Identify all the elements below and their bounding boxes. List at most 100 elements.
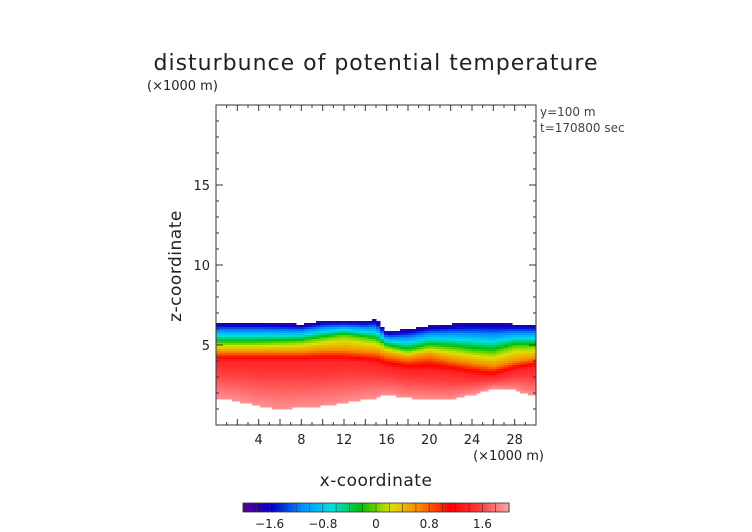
field-cell (364, 361, 369, 364)
field-cell (396, 393, 401, 396)
field-cell (372, 319, 377, 322)
field-cell (316, 331, 321, 334)
field-cell (516, 363, 521, 366)
field-cell (368, 329, 373, 332)
colorbar-tick-label: 0 (372, 517, 380, 531)
field-cell (320, 353, 325, 356)
field-cell (300, 389, 305, 392)
field-cell (420, 327, 425, 330)
field-cell (320, 325, 325, 328)
field-cell (504, 349, 509, 352)
field-cell (416, 349, 421, 352)
field-cell (336, 389, 341, 392)
field-cell (464, 373, 469, 376)
field-cell (324, 325, 329, 328)
field-cell (256, 337, 261, 340)
field-cell (460, 333, 465, 336)
field-cell (236, 325, 241, 328)
field-cell (220, 395, 225, 398)
field-cell (464, 333, 469, 336)
field-cell (228, 363, 233, 366)
field-cell (300, 375, 305, 378)
field-cell (460, 361, 465, 364)
field-cell (432, 395, 437, 398)
field-cell (228, 349, 233, 352)
field-cell (300, 385, 305, 388)
field-cell (252, 323, 257, 326)
field-cell (280, 399, 285, 402)
field-cell (460, 383, 465, 386)
field-cell (336, 357, 341, 360)
field-cell (468, 343, 473, 346)
field-cell (464, 329, 469, 332)
field-cell (404, 379, 409, 382)
field-cell (272, 329, 277, 332)
field-cell (488, 379, 493, 382)
field-cell (224, 365, 229, 368)
field-cell (288, 369, 293, 372)
field-cell (292, 383, 297, 386)
field-cell (424, 339, 429, 342)
field-cell (236, 349, 241, 352)
field-cell (420, 385, 425, 388)
field-cell (320, 385, 325, 388)
field-cell (388, 331, 393, 334)
field-cell (380, 371, 385, 374)
field-cell (348, 369, 353, 372)
field-cell (336, 361, 341, 364)
field-cell (292, 399, 297, 402)
field-cell (452, 395, 457, 398)
field-cell (228, 323, 233, 326)
field-cell (280, 359, 285, 362)
field-cell (228, 339, 233, 342)
field-cell (380, 381, 385, 384)
field-cell (532, 367, 537, 370)
field-cell (420, 373, 425, 376)
field-cell (436, 349, 441, 352)
field-cell (484, 341, 489, 344)
field-cell (308, 339, 313, 342)
field-cell (320, 329, 325, 332)
field-cell (408, 337, 413, 340)
field-cell (440, 361, 445, 364)
field-cell (264, 341, 269, 344)
field-cell (328, 337, 333, 340)
field-cell (308, 373, 313, 376)
field-cell (364, 351, 369, 354)
field-cell (220, 345, 225, 348)
field-cell (240, 365, 245, 368)
field-cell (308, 343, 313, 346)
field-cell (500, 387, 505, 390)
field-cell (380, 345, 385, 348)
field-cell (488, 385, 493, 388)
field-cell (240, 357, 245, 360)
field-cell (256, 397, 261, 400)
field-cell (416, 385, 421, 388)
field-cell (504, 367, 509, 370)
field-cell (272, 361, 277, 364)
field-cell (256, 359, 261, 362)
field-cell (328, 391, 333, 394)
field-cell (288, 383, 293, 386)
field-cell (472, 353, 477, 356)
field-cell (220, 325, 225, 328)
field-cell (452, 373, 457, 376)
field-cell (528, 389, 533, 392)
field-cell (412, 341, 417, 344)
field-cell (256, 385, 261, 388)
field-cell (388, 385, 393, 388)
field-cell (488, 333, 493, 336)
field-cell (432, 341, 437, 344)
field-cell (380, 355, 385, 358)
field-cell (260, 395, 265, 398)
field-cell (440, 387, 445, 390)
field-cell (252, 365, 257, 368)
field-cell (452, 391, 457, 394)
field-cell (504, 335, 509, 338)
field-cell (348, 321, 353, 324)
field-cell (324, 329, 329, 332)
field-cell (500, 351, 505, 354)
field-cell (308, 335, 313, 338)
field-cell (244, 377, 249, 380)
field-cell (344, 335, 349, 338)
